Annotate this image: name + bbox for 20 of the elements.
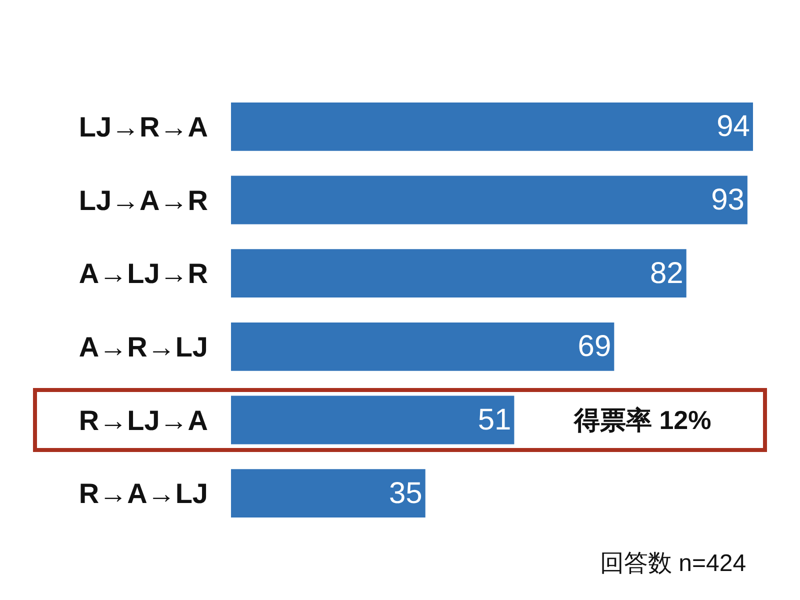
data-label: 51 [478, 404, 512, 436]
y-tick-label: LJ→A→R [78, 184, 208, 216]
data-label: 82 [650, 256, 684, 290]
text: 回答数 n=424 [600, 550, 746, 577]
y-tick-label: R→A→LJ [78, 478, 208, 510]
data-label: 94 [716, 110, 750, 144]
y-tick-label: LJ→R→A [78, 111, 208, 142]
bar [231, 102, 753, 151]
data-label: 93 [711, 184, 744, 216]
y-tick-label: A→LJ→R [78, 258, 208, 290]
data-label: 35 [388, 476, 422, 510]
bar [231, 249, 686, 298]
y-tick-label: A→R→LJ [78, 331, 208, 362]
bar [231, 469, 426, 518]
y-tick-label: R→LJ→A [78, 404, 208, 436]
bar [231, 396, 514, 444]
bar [231, 322, 614, 371]
annotation: 得票率 12% [573, 405, 712, 435]
data-label: 69 [578, 330, 612, 364]
bar [231, 176, 748, 224]
